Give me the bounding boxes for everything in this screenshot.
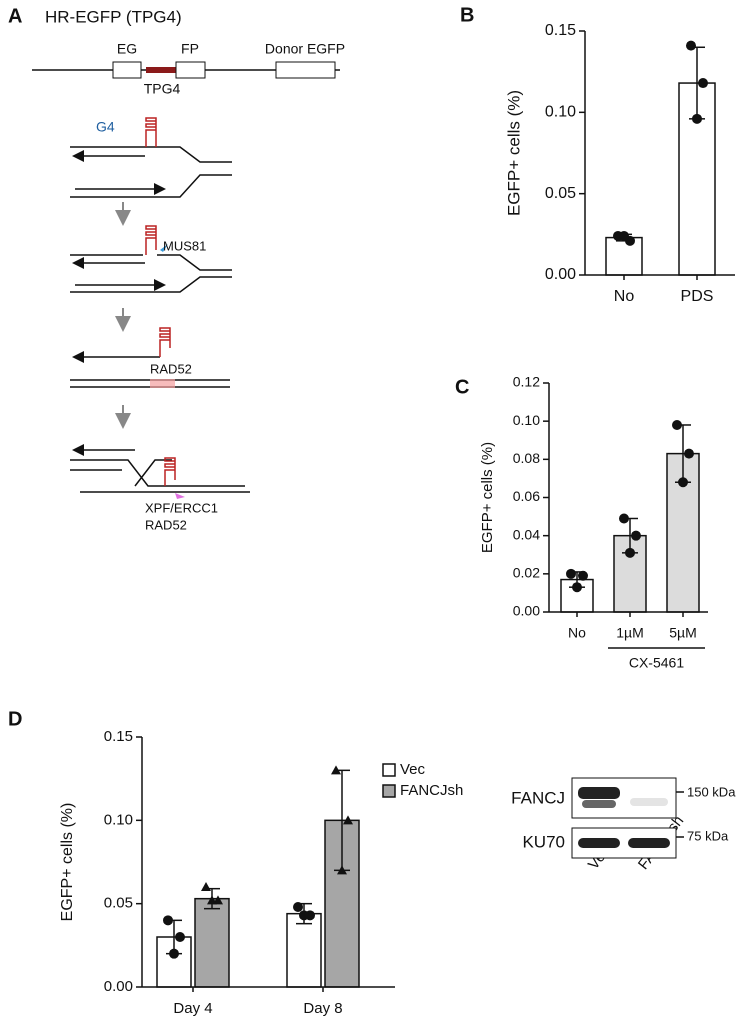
x-tick-label: No — [614, 288, 635, 305]
legend-swatch — [382, 763, 396, 777]
strand — [70, 459, 245, 487]
x-tick-label: 1µM — [616, 625, 644, 641]
panel-a: A HR-EGFP (TPG4) EG FP Donor EGFP TPG4 G… — [8, 5, 345, 532]
data-point — [631, 530, 641, 541]
data-point — [678, 477, 688, 488]
y-tick-label: 0.15 — [104, 728, 133, 745]
label: FP — [181, 41, 199, 57]
data-point — [337, 865, 347, 875]
y-tick-label: 0.02 — [513, 565, 540, 581]
blot: Vec FANCJsh FANCJ KU70 150 kDa 75 kDa — [511, 777, 736, 873]
data-point — [698, 78, 708, 89]
strand — [70, 276, 232, 293]
strand — [70, 146, 232, 163]
marker-label: 150 kDa — [687, 784, 736, 799]
data-point — [619, 513, 629, 524]
bar — [605, 236, 643, 276]
data-point — [343, 815, 353, 825]
data-point — [175, 932, 185, 942]
label: Donor EGFP — [265, 41, 345, 57]
box — [275, 61, 336, 79]
label: RAD52 — [145, 517, 187, 532]
label: MUS81 — [163, 238, 206, 253]
data-point — [625, 547, 635, 558]
band — [578, 838, 620, 848]
y-axis-label: EGFP+ cells (%) — [504, 90, 523, 216]
y-tick-label: 0.10 — [545, 104, 576, 121]
region — [150, 379, 175, 388]
row-label: KU70 — [522, 832, 565, 851]
g4-icon — [145, 117, 157, 147]
y-tick-label: 0.08 — [513, 450, 540, 466]
g4-icon — [159, 327, 171, 357]
band — [628, 838, 670, 848]
nuclease — [175, 493, 185, 499]
data-point — [299, 910, 309, 921]
data-point — [331, 765, 341, 775]
y-axis-label: EGFP+ cells (%) — [59, 803, 76, 922]
x-tick-label: No — [568, 625, 586, 641]
box — [175, 61, 206, 79]
label: TPG4 — [144, 81, 181, 97]
row-label: FANCJ — [511, 788, 565, 807]
x-tick-label: Day 8 — [303, 1000, 342, 1017]
g4-icon — [164, 457, 176, 486]
data-point — [566, 568, 576, 579]
label: XPF/ERCC1 — [145, 500, 218, 515]
band — [582, 800, 616, 808]
y-tick-label: 0.04 — [513, 526, 540, 542]
y-tick-label: 0.05 — [545, 185, 576, 202]
x-tick-label: 5µM — [669, 625, 697, 641]
bar — [194, 897, 230, 988]
y-tick-label: 0.00 — [104, 978, 133, 995]
bar — [286, 912, 322, 988]
data-point — [684, 448, 694, 459]
marker-label: 75 kDa — [687, 828, 729, 843]
insert — [146, 67, 176, 73]
strand — [70, 254, 232, 271]
label: RAD52 — [150, 361, 192, 376]
g4-icon — [145, 225, 157, 255]
legend-swatch — [382, 784, 396, 798]
data-point — [201, 882, 211, 891]
data-point — [672, 419, 682, 430]
box — [112, 61, 142, 79]
band — [630, 798, 668, 806]
legend-label: Vec — [400, 761, 426, 778]
panel-label: B — [460, 4, 474, 26]
y-tick-label: 0.15 — [545, 22, 576, 39]
y-tick-label: 0.06 — [513, 488, 540, 504]
strand — [70, 174, 232, 198]
data-point — [163, 915, 173, 926]
group-label: CX-5461 — [629, 655, 684, 671]
data-point — [169, 948, 179, 959]
data-point — [619, 230, 629, 241]
panel-title: HR-EGFP (TPG4) — [45, 7, 182, 26]
panel-label: D — [8, 708, 22, 730]
data-point — [572, 582, 582, 593]
y-tick-label: 0.05 — [104, 895, 133, 912]
x-tick-label: PDS — [681, 288, 714, 305]
data-point — [293, 902, 303, 912]
y-tick-label: 0.12 — [513, 374, 540, 390]
data-point — [578, 570, 588, 581]
legend-label: FANCJsh — [400, 782, 463, 799]
data-point — [207, 895, 217, 905]
panel-label: A — [8, 5, 22, 27]
y-axis-label: EGFP+ cells (%) — [479, 442, 496, 553]
band — [578, 787, 620, 799]
y-tick-label: 0.10 — [513, 412, 540, 428]
panel-label: C — [455, 376, 469, 398]
label: EG — [117, 41, 137, 57]
y-tick-label: 0.00 — [513, 603, 540, 619]
data-point — [692, 113, 702, 124]
label: G4 — [96, 119, 115, 135]
x-tick-label: Day 4 — [173, 1000, 212, 1017]
nuclease — [160, 244, 168, 252]
y-tick-label: 0.00 — [545, 266, 576, 283]
data-point — [686, 40, 696, 51]
y-tick-label: 0.10 — [104, 811, 133, 828]
